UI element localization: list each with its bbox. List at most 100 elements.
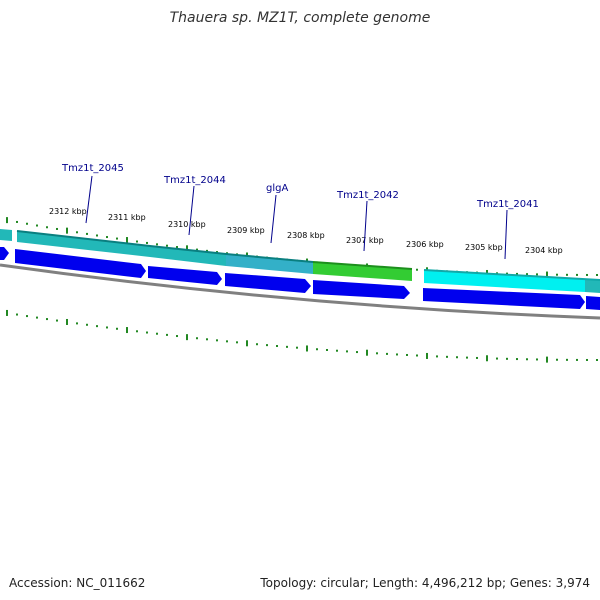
tick-mark xyxy=(66,227,68,234)
tick-mark xyxy=(66,318,68,325)
feature-segment-cyan-1[interactable] xyxy=(424,270,585,292)
tick-mark xyxy=(6,217,8,224)
genome-summary-text: Topology: circular; Length: 4,496,212 bp… xyxy=(260,576,590,590)
feature-segment-teal-3[interactable] xyxy=(150,246,226,266)
cds-track xyxy=(0,247,600,310)
tick-mark xyxy=(156,243,158,246)
tick-mark xyxy=(496,357,498,360)
tick-mark xyxy=(316,348,318,351)
gene-label[interactable]: Tmz1t_2042 xyxy=(336,190,399,201)
tick-mark xyxy=(136,240,138,243)
tick-mark xyxy=(16,313,18,316)
tick-mark xyxy=(446,355,448,358)
tick-mark xyxy=(116,237,118,240)
cds-arrow[interactable] xyxy=(313,280,410,299)
tick-mark xyxy=(236,341,238,344)
tick-mark xyxy=(466,356,468,359)
tick-mark xyxy=(26,315,28,318)
tick-mark xyxy=(276,345,278,348)
feature-track xyxy=(0,229,600,293)
tick-mark xyxy=(226,340,228,343)
tick-mark xyxy=(36,316,38,319)
tick-mark xyxy=(256,343,258,346)
cds-arrow[interactable] xyxy=(148,266,222,285)
tick-mark xyxy=(186,245,188,252)
tick-mark xyxy=(336,349,338,352)
tick-mark xyxy=(536,358,538,361)
tick-label: 2311 kbp xyxy=(108,213,146,222)
gene-label[interactable]: Tmz1t_2044 xyxy=(163,175,226,186)
tick-mark xyxy=(556,273,558,276)
tick-mark xyxy=(36,224,38,227)
tick-mark xyxy=(86,232,88,235)
feature-segment-teal-2[interactable] xyxy=(17,231,150,257)
feature-segment-teal-4[interactable] xyxy=(226,254,313,274)
tick-mark xyxy=(516,272,518,275)
tick-mark xyxy=(156,332,158,335)
tick-mark xyxy=(126,327,128,334)
cds-arrow[interactable] xyxy=(586,296,600,310)
cds-arrow[interactable] xyxy=(423,288,585,309)
tick-mark xyxy=(566,273,568,276)
tick-label: 2305 kbp xyxy=(465,243,503,252)
tick-mark xyxy=(506,272,508,275)
tick-mark xyxy=(176,246,178,249)
tick-mark xyxy=(576,358,578,361)
tick-mark xyxy=(526,273,528,276)
gene-label[interactable]: glgA xyxy=(266,183,288,194)
tick-mark xyxy=(576,273,578,276)
tick-mark xyxy=(56,227,58,230)
tick-mark xyxy=(206,338,208,341)
tick-mark xyxy=(166,244,168,247)
tick-mark xyxy=(286,345,288,348)
tick-mark xyxy=(386,352,388,355)
tick-mark xyxy=(586,273,588,276)
feature-segment-teal-1[interactable] xyxy=(0,229,12,241)
tick-mark xyxy=(76,322,78,325)
tick-mark xyxy=(196,248,198,251)
tick-mark xyxy=(296,346,298,349)
tick-mark xyxy=(456,356,458,359)
tick-label: 2310 kbp xyxy=(168,220,206,229)
tick-mark xyxy=(426,352,428,359)
tick-mark xyxy=(46,226,48,229)
tick-mark xyxy=(126,237,128,244)
tick-mark xyxy=(166,333,168,336)
tick-mark xyxy=(346,350,348,353)
inner-tick-marks xyxy=(6,309,598,363)
tick-mark xyxy=(306,345,308,352)
tick-mark xyxy=(176,335,178,338)
tick-label: 2306 kbp xyxy=(406,240,444,249)
tick-mark xyxy=(16,220,18,223)
tick-mark xyxy=(376,352,378,355)
genome-backbone xyxy=(0,263,600,320)
tick-mark xyxy=(416,354,418,357)
tick-mark xyxy=(56,319,58,322)
tick-mark xyxy=(396,353,398,356)
tick-label: 2304 kbp xyxy=(525,246,563,255)
cds-arrow[interactable] xyxy=(15,249,146,278)
tick-mark xyxy=(416,268,418,271)
tick-mark xyxy=(266,344,268,347)
tick-mark xyxy=(96,234,98,237)
tick-mark xyxy=(186,334,188,341)
tick-mark xyxy=(6,309,8,316)
tick-mark xyxy=(136,330,138,333)
cds-arrow[interactable] xyxy=(225,273,311,293)
gene-label[interactable]: Tmz1t_2041 xyxy=(476,199,539,210)
tick-mark xyxy=(406,353,408,356)
gene-labels: Tmz1t_2045 Tmz1t_2044 glgA Tmz1t_2042 Tm… xyxy=(61,163,539,260)
tick-mark xyxy=(506,357,508,360)
tick-mark xyxy=(76,231,78,234)
tick-mark xyxy=(246,340,248,347)
feature-segment-cyan-2[interactable] xyxy=(585,279,600,293)
tick-mark xyxy=(566,358,568,361)
gene-label[interactable]: Tmz1t_2045 xyxy=(61,163,124,174)
tick-mark xyxy=(96,325,98,328)
tick-mark xyxy=(116,327,118,330)
tick-mark xyxy=(366,349,368,356)
cds-arrow[interactable] xyxy=(0,247,9,260)
tick-label: 2312 kbp xyxy=(49,207,87,216)
feature-segment-green[interactable] xyxy=(313,262,412,281)
